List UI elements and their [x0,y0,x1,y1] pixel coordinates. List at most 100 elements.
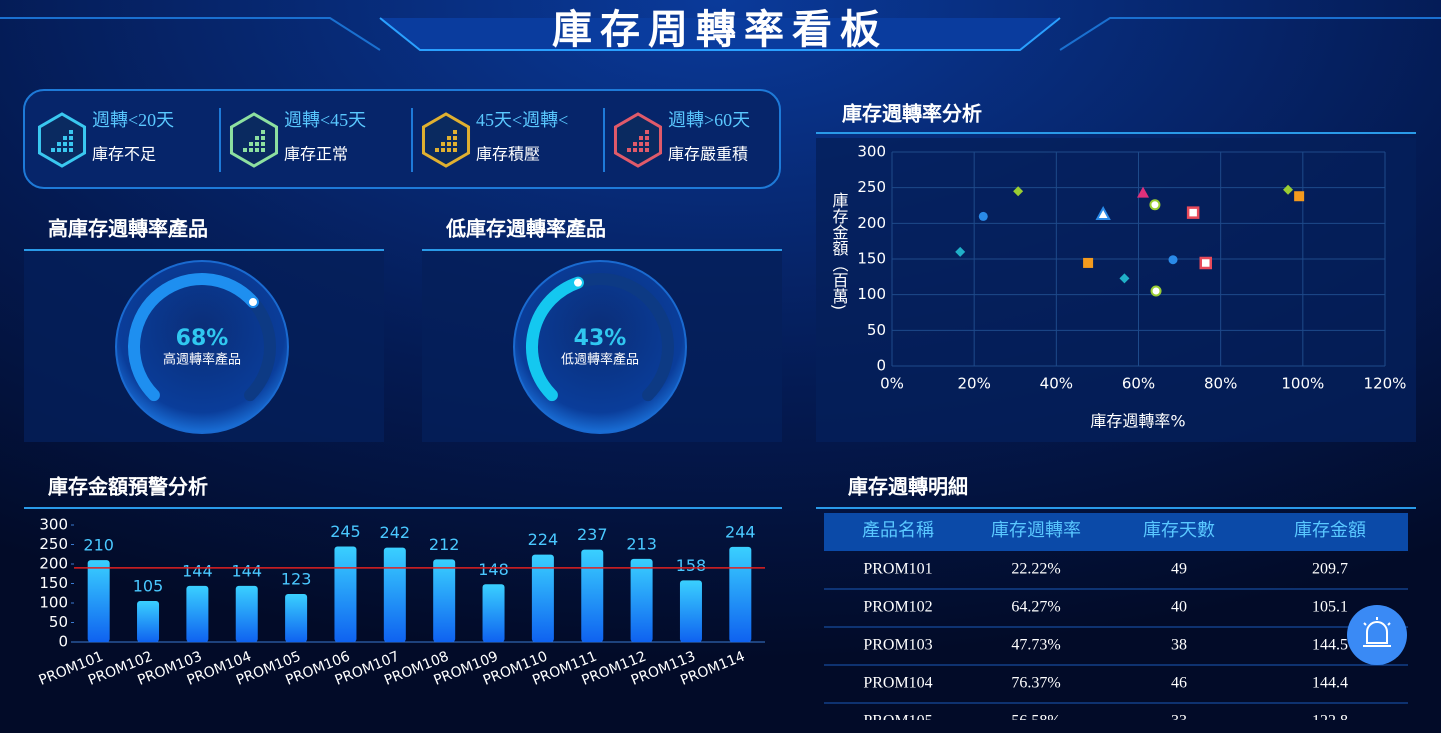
bar [630,558,653,642]
value-label: 212 [429,535,460,554]
scatter-panel [816,138,1416,442]
y-tick-label: 50 [867,321,886,339]
legend-icon-cell [261,148,265,152]
y-tick-label: 250 [857,178,886,196]
legend-icon-cell [51,148,55,152]
legend-label: 週轉<20天 [92,110,174,130]
legend-icon-cell [441,148,445,152]
legend-icon-cell [69,148,73,152]
table-cell: PROM105 [863,713,932,730]
gauge-arc [128,273,260,402]
legend-icon-cell [243,148,247,152]
alarm-button[interactable] [1347,605,1407,665]
scatter-point [1186,206,1200,219]
x-axis-label: 庫存週轉率% [1090,412,1185,431]
legend-icon-cell [633,148,637,152]
legend-icon-cell [261,142,265,146]
gauge-arc [526,276,584,402]
gauge-title: 高庫存週轉率產品 [48,217,208,241]
table-header: 庫存金額 [1294,520,1366,541]
legend-icon-cell [645,136,649,140]
legend-icon-cell [435,148,439,152]
bar [433,559,456,642]
table-cell: 38 [1171,637,1187,654]
value-label: 242 [380,523,411,542]
value-label: 210 [83,536,114,555]
y-tick-label: 250 [39,535,68,553]
scatter-point [1150,285,1162,297]
legend-icon-cell [249,142,253,146]
header-lines [0,17,1441,51]
x-tick-label: 80% [1204,375,1237,393]
legend-icon-cell [57,142,61,146]
table-cell: 122.8 [1312,713,1348,730]
legend-icon-cell [639,136,643,140]
legend-icon-cell [453,136,457,140]
legend-icon-cell [63,148,67,152]
legend-icon-cell [453,148,457,152]
x-tick-label: 0% [880,375,904,393]
value-label: 123 [281,570,312,589]
bar [87,560,110,642]
table-cell: 22.22% [1011,561,1060,578]
chart-title: 庫存週轉率分析 [842,102,982,126]
table-cell: 76.37% [1011,675,1060,692]
bar [581,549,604,642]
x-tick-label: 60% [1122,375,1155,393]
table-cell: 64.27% [1011,599,1060,616]
legend-icon-cell [261,130,265,134]
page-title: 庫存周轉率看板 [552,7,888,53]
table-cell: PROM101 [863,561,932,578]
y-tick-label: 300 [39,516,68,534]
bar [285,594,308,642]
legend-icon-cell [627,148,631,152]
y-tick-label: 200 [39,555,68,573]
value-label: 158 [676,556,707,575]
gauge-dot [249,298,258,307]
gauge-dot [573,278,582,287]
value-label: 245 [330,522,361,541]
legend-icon-cell [63,142,67,146]
legend-icon-cell [249,148,253,152]
table-title: 庫存週轉明細 [848,475,968,499]
table-cell: PROM102 [863,599,932,616]
gauge-caption: 低週轉率產品 [561,352,639,368]
table-cell: 46 [1171,675,1187,692]
legend-icon-cell [447,148,451,152]
table-cell: 105.1 [1312,599,1348,616]
legend-icon-cell [645,130,649,134]
header-frame [379,17,1061,51]
legend-icon-cell [645,148,649,152]
scatter-point [1119,273,1130,284]
legend-label: 週轉>60天 [668,110,750,130]
bar [186,585,209,642]
alarm-icon [1363,617,1391,647]
table-cell: PROM103 [863,637,932,654]
value-label: 244 [725,522,756,541]
x-tick-label: 20% [957,375,990,393]
legend-icon-cell [69,136,73,140]
value-label: 144 [182,561,213,580]
bar [729,546,752,642]
legend-icon-cell [69,142,73,146]
table-header: 庫存週轉率 [991,520,1081,541]
bar [679,580,702,642]
scatter-point [1095,205,1111,221]
value-label: 237 [577,525,608,544]
table-header: 庫存天數 [1143,520,1215,541]
legend-icon-cell [639,142,643,146]
scatter-point [1199,256,1213,270]
scatter-point [1283,184,1294,195]
gauge-title: 低庫存週轉率產品 [445,217,606,241]
legend-icon-cell [69,130,73,134]
scatter-point [1083,257,1094,268]
y-tick-label: 300 [857,143,886,161]
legend-icon-cell [255,136,259,140]
chart-title: 庫存金額預警分析 [48,475,208,499]
value-label: 148 [478,560,509,579]
legend-icon-cell [633,142,637,146]
bar [235,585,258,642]
table-cell: 144.4 [1312,675,1348,692]
table-header-bg [824,513,1408,551]
table-cell: 56.58% [1011,713,1060,730]
